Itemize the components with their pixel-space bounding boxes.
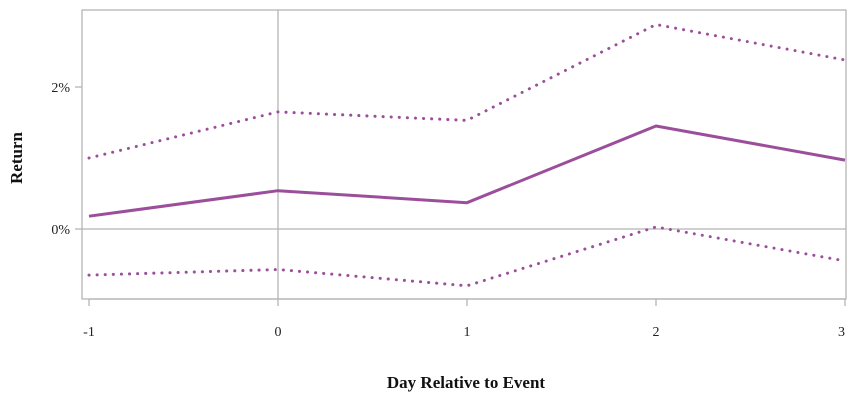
x-tick-label: 1 [464, 325, 471, 340]
lower-band-line [87, 225, 847, 288]
x-axis-title: Day Relative to Event [387, 373, 546, 392]
mean-return-line [88, 124, 846, 218]
y-tick-label: 2% [51, 81, 70, 96]
x-tick-label: 3 [838, 325, 845, 340]
x-axis: -1 0 1 2 3 [83, 298, 846, 340]
y-tick-label: 0% [51, 223, 70, 238]
x-tick-label: 0 [275, 325, 282, 340]
x-tick-label: -1 [83, 325, 95, 340]
series-group [87, 23, 847, 288]
upper-band-line [87, 23, 847, 160]
plot-frame [81, 9, 847, 300]
y-axis: 0% 2% [51, 81, 82, 238]
x-tick-label: 2 [653, 325, 660, 340]
y-axis-title: Return [7, 131, 26, 183]
